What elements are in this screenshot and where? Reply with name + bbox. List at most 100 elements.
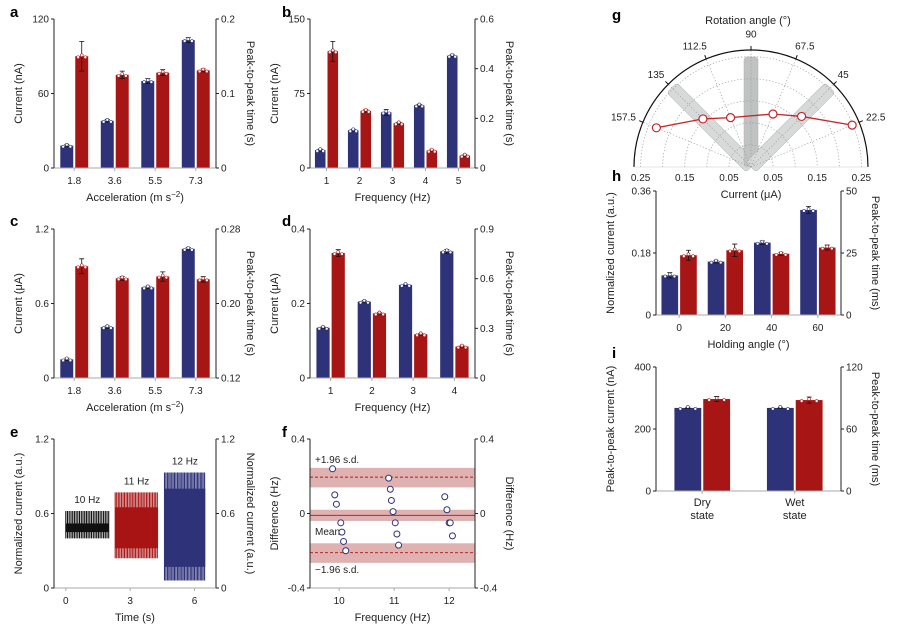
y-tick-label-right: 0 [846, 487, 852, 498]
data-point [456, 345, 461, 350]
time-bar [156, 276, 170, 378]
current-bar [661, 275, 679, 315]
x-tick-label: state [783, 510, 807, 522]
x-axis-label-superscript: −2 [171, 400, 181, 409]
data-point [400, 284, 404, 288]
data-point [160, 273, 165, 278]
data-point [149, 80, 154, 84]
data-point [417, 102, 422, 107]
time-bar [772, 253, 790, 315]
time-bar [703, 399, 731, 491]
data-point [116, 74, 121, 78]
data-point [197, 278, 202, 283]
data-point [389, 508, 397, 516]
polar-grid-spoke [705, 58, 752, 168]
data-point [446, 519, 454, 527]
data-point [432, 149, 437, 154]
data-point [205, 278, 209, 283]
x-axis-label: Holding angle (°) [707, 339, 789, 351]
data-point [101, 120, 106, 124]
bars-c: 1.8 3.6 5.5 7.3 [60, 246, 210, 397]
data-point [799, 399, 804, 403]
data-point [361, 110, 365, 114]
time-bar [360, 110, 372, 168]
data-point [68, 144, 73, 149]
x-tick-label: 5.5 [148, 176, 162, 187]
y-axis-label: Current (nA) [13, 63, 25, 124]
data-point [61, 358, 65, 363]
data-point [444, 248, 449, 253]
y-tick-label: 0.36 [632, 187, 652, 198]
data-point [387, 496, 395, 504]
y-tick-label-right: 50 [846, 187, 858, 198]
data-point [182, 39, 187, 43]
polar-data-point [847, 120, 857, 130]
panel-letter: f [282, 424, 288, 441]
data-point [450, 52, 455, 57]
data-point [120, 275, 125, 280]
y-tick-label-right: 0.20 [221, 299, 241, 310]
radial-tick-label: 0.25 [631, 173, 651, 184]
radial-tick-label: 0.15 [675, 173, 695, 184]
polar-title: Rotation angle (°) [705, 15, 791, 27]
polar-grid-spoke [668, 84, 752, 168]
data-point [814, 399, 819, 403]
angle-label: 112.5 [683, 41, 708, 52]
radial-tick-label: 0.05 [763, 173, 783, 184]
data-point [386, 485, 394, 493]
time-bar [75, 266, 89, 378]
data-point [79, 53, 84, 58]
current-bar [766, 407, 794, 491]
data-point [186, 37, 191, 41]
y-tick-label: 75 [294, 89, 306, 100]
current-bar [60, 359, 74, 378]
data-point [348, 129, 353, 134]
data-point [164, 275, 169, 280]
data-point [693, 407, 698, 411]
data-point [714, 396, 719, 400]
x-axis-label-text: Holding angle (°) [707, 339, 789, 351]
y-tick-label-right: 0.1 [221, 89, 235, 100]
data-point [663, 274, 667, 279]
data-point [448, 532, 456, 540]
data-point [737, 249, 742, 254]
x-tick-label: 0 [63, 596, 69, 607]
current-bar [380, 112, 392, 168]
time-bar [115, 278, 129, 378]
current-bar [440, 251, 454, 378]
data-point [338, 528, 346, 536]
data-point [681, 254, 686, 259]
y-tick-label: 0 [299, 164, 305, 175]
x-axis-label: Frequency (Hz) [355, 402, 431, 414]
radial-tick-label: 0.15 [807, 173, 827, 184]
y-axis-label: Current (nA) [269, 63, 281, 124]
current-bar [181, 40, 195, 168]
data-point [709, 260, 714, 265]
time-bar [372, 313, 387, 378]
data-point [707, 398, 711, 402]
x-tick-label: 5.5 [148, 386, 162, 397]
data-point [377, 310, 382, 315]
data-point [337, 519, 345, 527]
time-bar [196, 279, 210, 378]
data-point [765, 241, 769, 246]
data-point [732, 247, 737, 252]
x-tick-label: 60 [812, 323, 824, 334]
y-tick-label: 150 [288, 15, 305, 26]
angle-label: 67.5 [795, 41, 815, 52]
data-point [686, 252, 691, 257]
data-point [76, 55, 80, 60]
polar-grid-spoke [750, 121, 860, 168]
time-bar [414, 334, 428, 378]
data-point [443, 506, 451, 514]
data-point [418, 331, 423, 336]
x-tick-label: 3 [410, 386, 416, 397]
data-point [351, 127, 356, 132]
y-tick-label-right: 120 [846, 363, 863, 374]
data-point [336, 250, 341, 254]
data-point [354, 129, 358, 134]
data-point [415, 333, 419, 338]
data-point [830, 246, 834, 251]
data-point [399, 122, 404, 127]
trace-10hz [65, 511, 110, 539]
